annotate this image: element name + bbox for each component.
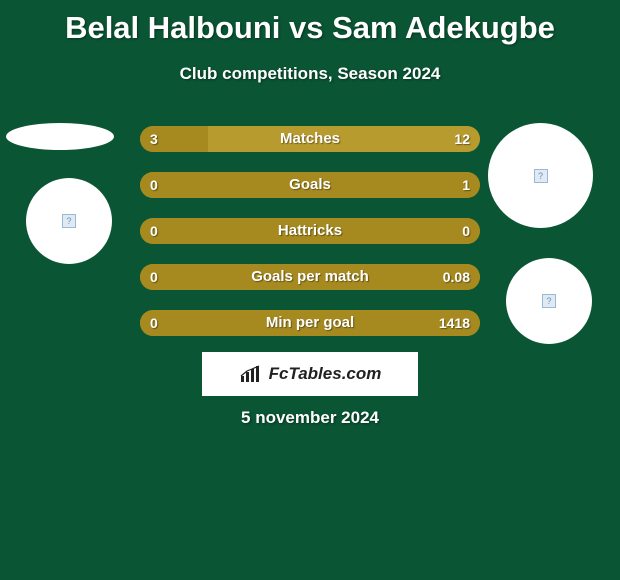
subtitle: Club competitions, Season 2024 <box>0 64 620 84</box>
placeholder-badge-icon: ? <box>62 214 76 228</box>
date-text: 5 november 2024 <box>0 408 620 428</box>
bar-label: Matches <box>140 126 480 152</box>
stat-bars: 312Matches 01Goals 00Hattricks 00.08Goals p… <box>140 126 480 356</box>
decorative-ellipse: ? <box>26 178 112 264</box>
vs-text: vs <box>289 10 323 45</box>
decorative-ellipse: ? <box>506 258 592 344</box>
bar-chart-icon <box>239 364 265 384</box>
stat-bar-row: 01Goals <box>140 172 480 198</box>
footer-brand-box: FcTables.com <box>202 352 418 396</box>
bar-label: Goals <box>140 172 480 198</box>
bar-label: Min per goal <box>140 310 480 336</box>
placeholder-badge-icon: ? <box>542 294 556 308</box>
stat-bar-row: 01418Min per goal <box>140 310 480 336</box>
bar-label: Goals per match <box>140 264 480 290</box>
footer-logo: FcTables.com <box>239 364 382 384</box>
bar-label: Hattricks <box>140 218 480 244</box>
player2-name: Sam Adekugbe <box>332 10 555 45</box>
stat-bar-row: 00.08Goals per match <box>140 264 480 290</box>
comparison-title: Belal Halbouni vs Sam Adekugbe <box>0 0 620 46</box>
decorative-ellipse <box>6 123 114 150</box>
stat-bar-row: 312Matches <box>140 126 480 152</box>
footer-brand-text: FcTables.com <box>269 364 382 384</box>
placeholder-badge-icon: ? <box>534 169 548 183</box>
player1-name: Belal Halbouni <box>65 10 280 45</box>
stat-bar-row: 00Hattricks <box>140 218 480 244</box>
decorative-ellipse: ? <box>488 123 593 228</box>
